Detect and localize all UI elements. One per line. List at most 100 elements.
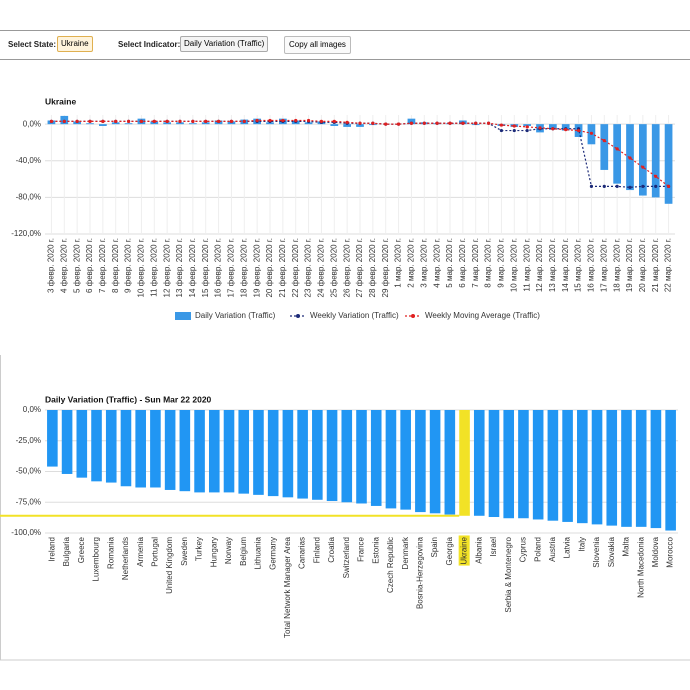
x-tick-label: 1 мар. 2020 г. [394,238,403,288]
bar [91,410,102,482]
x-tick-label: Slovenia [592,536,601,567]
bar [282,410,294,498]
bar [577,410,588,524]
legend-dot [411,314,415,318]
legend-label: Weekly Variation (Traffic) [310,311,399,320]
state-dropdown[interactable]: Ukraine [57,36,93,52]
point [448,121,452,125]
x-tick-label: 21 февр. 2020 г. [278,238,287,297]
bar [650,410,662,529]
point [101,119,105,124]
point [152,119,156,124]
point [255,118,259,123]
x-tick-label: 5 февр. 2020 г. [72,238,81,293]
y-tick-label: -75,0% [16,497,41,506]
bar [621,410,632,527]
x-tick-label: Estonia [371,536,380,563]
bar [429,410,441,514]
bar [179,410,191,492]
x-tick-label: 15 февр. 2020 г. [201,238,210,297]
point [654,174,658,178]
bar [238,410,250,494]
x-tick-label: 6 мар. 2020 г. [458,238,467,288]
bar [415,410,426,513]
bar [330,124,339,126]
x-tick-label: 29 февр. 2020 г. [381,238,390,297]
x-tick-label: 10 мар. 2020 г. [509,238,518,292]
x-tick-label: 11 февр. 2020 г. [149,238,158,297]
x-tick-label: 14 мар. 2020 г. [561,238,570,292]
point [654,184,658,188]
x-tick-label: 17 февр. 2020 г. [227,238,236,297]
bar [194,410,205,493]
x-tick-label: Switzerland [342,537,351,578]
point [409,121,414,125]
x-tick-label: France [357,536,366,561]
bar [124,123,133,125]
legend-label: Weekly Moving Average (Traffic) [425,311,540,320]
indicator-dropdown[interactable]: Daily Variation (Traffic) [180,36,269,52]
point [75,119,79,124]
point [358,121,362,125]
x-tick-label: 16 февр. 2020 г. [214,238,223,297]
x-tick-label: 20 февр. 2020 г. [265,238,274,297]
point [396,122,401,126]
x-tick-label: Canarias [298,537,307,569]
point [178,119,182,124]
bar [600,124,609,170]
x-tick-label: Serbia & Montenegro [504,536,513,612]
x-tick-label: 19 февр. 2020 г. [252,238,261,297]
x-tick-label: 8 мар. 2020 г. [484,238,493,288]
point [268,118,272,123]
point [641,184,645,188]
point [294,118,298,123]
x-tick-label: 21 мар. 2020 г. [651,238,660,292]
x-tick-label: 27 февр. 2020 г. [355,238,364,297]
x-tick-label: 12 февр. 2020 г. [162,238,171,297]
point [628,156,632,160]
y-tick-label: -120,0% [11,229,41,238]
point [126,119,131,124]
point [666,184,671,188]
x-tick-label: 9 мар. 2020 г. [497,238,506,288]
bar [407,118,416,125]
y-tick-label: -25,0% [16,436,41,445]
x-tick-label: 13 мар. 2020 г. [548,238,557,292]
x-tick-label: Georgia [445,536,454,565]
x-tick-label: Total Network Manager Area [283,536,292,637]
x-tick-label: 14 февр. 2020 г. [188,238,197,297]
x-tick-label: Latvia [563,536,572,558]
x-tick-label: 18 мар. 2020 г. [612,238,621,292]
point [615,147,619,151]
point [422,121,426,125]
bar [549,124,557,130]
bar [304,122,313,125]
bar [385,410,397,509]
y-tick-label: -50,0% [16,467,41,476]
bar [518,410,529,519]
point [512,128,516,133]
x-tick-label: Denmark [401,536,410,569]
x-tick-label: Norway [224,537,233,564]
x-tick-label: Cyprus [519,537,528,562]
point [628,185,632,189]
x-tick-label: 4 февр. 2020 г. [59,238,68,293]
x-tick-label: Israel [489,537,498,557]
point [114,119,118,124]
bar [664,124,673,204]
point [204,119,208,124]
point [306,118,311,123]
x-tick-label: Belgium [239,537,248,566]
bar [341,410,353,503]
x-tick-label: 7 февр. 2020 г. [98,238,107,293]
bar [488,410,500,518]
point [641,165,645,169]
x-tick-label: Sweden [180,537,189,566]
bar [343,124,351,127]
x-tick-label: Bosnia-Herzegovina [415,536,424,609]
bar [111,122,120,125]
x-tick-label: Finland [312,537,321,563]
copy-button[interactable]: Copy all images [284,36,351,54]
x-tick-label: 19 мар. 2020 г. [625,238,634,292]
point [345,120,349,124]
